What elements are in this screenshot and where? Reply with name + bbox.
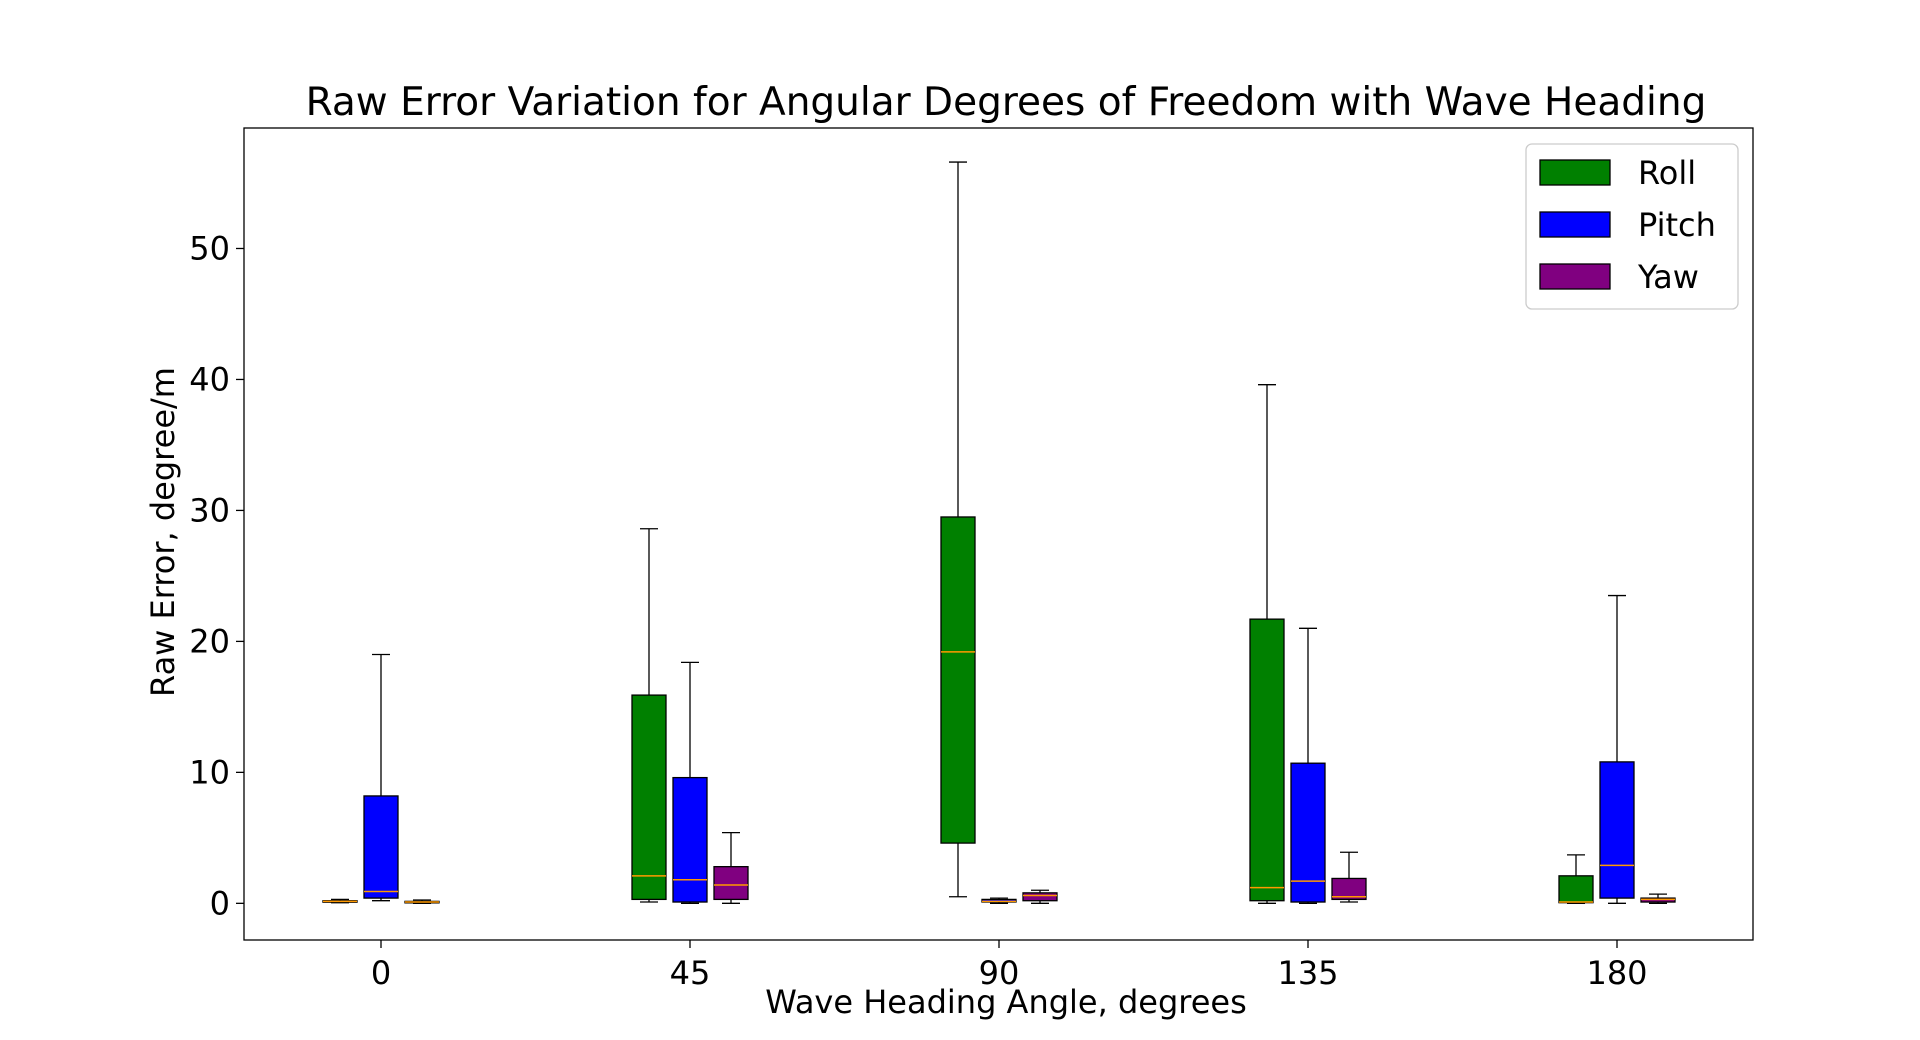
y-tick-label: 50	[189, 229, 230, 267]
y-tick-label: 40	[189, 360, 230, 398]
legend-swatch-roll	[1539, 159, 1611, 186]
box-body	[1022, 892, 1058, 902]
legend-swatch-yaw	[1539, 263, 1611, 290]
legend: Roll Pitch Yaw	[1525, 143, 1739, 310]
legend-label-pitch: Pitch	[1638, 206, 1716, 244]
box-pitch-180	[1599, 594, 1635, 904]
box-body	[631, 694, 667, 901]
box-roll-45	[631, 528, 667, 903]
box-roll-135	[1249, 384, 1285, 904]
x-tick-label: 180	[1586, 954, 1647, 992]
box-roll-0	[322, 898, 358, 904]
box-pitch-135	[1290, 627, 1326, 904]
box-yaw-180	[1640, 893, 1676, 904]
y-tick-label: 20	[189, 622, 230, 660]
x-tick-label: 45	[670, 954, 711, 992]
x-tick-label: 0	[371, 954, 391, 992]
box-body	[1331, 877, 1367, 901]
box-pitch-45	[672, 661, 708, 904]
box-yaw-0	[404, 899, 440, 904]
box-body	[1558, 875, 1594, 904]
y-tick-label: 10	[189, 753, 230, 791]
box-yaw-45	[713, 831, 749, 904]
box-body	[940, 516, 976, 844]
y-tick-label: 30	[189, 491, 230, 529]
box-yaw-135	[1331, 851, 1367, 903]
box-body	[363, 795, 399, 899]
box-pitch-90	[981, 897, 1017, 904]
box-pitch-0	[363, 653, 399, 902]
legend-label-yaw: Yaw	[1637, 258, 1699, 296]
y-tick-label: 0	[210, 884, 230, 922]
x-axis-label: Wave Heading Angle, degrees	[765, 983, 1247, 1021]
x-tick-label: 135	[1277, 954, 1338, 992]
chart-title: Raw Error Variation for Angular Degrees …	[306, 80, 1707, 125]
box-body	[713, 866, 749, 901]
legend-swatch-pitch	[1539, 211, 1611, 238]
box-body	[1599, 761, 1635, 899]
box-body	[1290, 762, 1326, 903]
box-roll-180	[1558, 854, 1594, 904]
box-roll-90	[940, 161, 976, 898]
box-body	[1249, 618, 1285, 902]
box-body	[672, 776, 708, 903]
x-tick-label: 90	[979, 954, 1020, 992]
box-yaw-90	[1022, 889, 1058, 904]
legend-label-roll: Roll	[1638, 154, 1696, 192]
y-axis-label: Raw Error, degree/m	[144, 367, 182, 697]
plot-area: 0 10 20 30 40 50 0 45 90 135 180	[189, 127, 1754, 992]
